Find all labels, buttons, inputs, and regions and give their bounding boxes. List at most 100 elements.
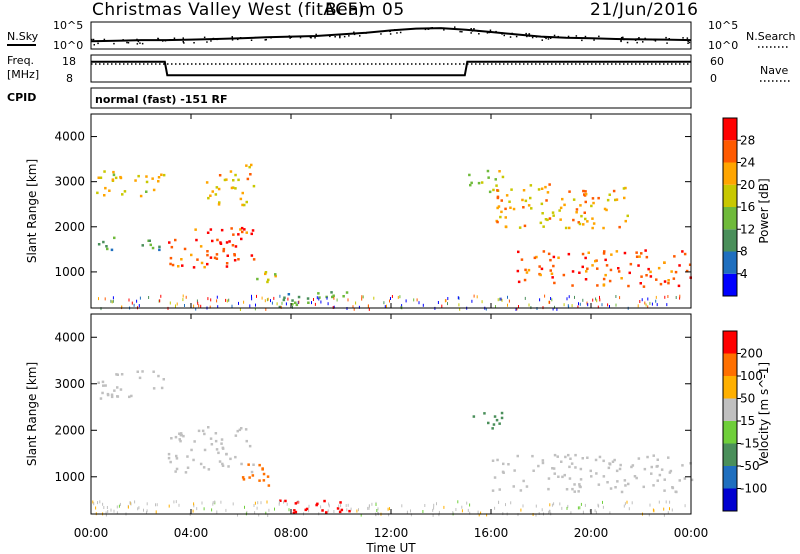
- velocity-cell: [507, 463, 510, 466]
- velocity-cell: [401, 504, 403, 508]
- velocity-cell: [256, 506, 258, 510]
- nsky-label: N.Sky: [7, 30, 39, 43]
- nsky-point: [431, 27, 433, 29]
- power-cell: [504, 225, 508, 228]
- velocity-colorbar-tick-label: -100: [740, 482, 767, 496]
- velocity-cell: [232, 502, 234, 506]
- velocity-cell: [613, 458, 616, 462]
- power-cell: [677, 284, 681, 288]
- power-cell: [203, 265, 206, 269]
- velocity-cell: [568, 477, 572, 480]
- velocity-cell: [433, 503, 435, 507]
- power-cell: [352, 305, 354, 309]
- power-cell: [647, 297, 649, 301]
- power-cell: [628, 271, 631, 275]
- nsky-point: [162, 40, 164, 42]
- power-cell: [629, 262, 633, 266]
- velocity-cell: [138, 506, 140, 510]
- nsky-point: [509, 36, 512, 38]
- power-cell: [197, 301, 199, 305]
- time-x-axis: 00:00 04:00 08:00 12:00 16:00 20:00 00:00: [74, 114, 708, 540]
- nsky-point: [173, 37, 176, 39]
- power-cell: [225, 262, 229, 265]
- velocity-cell: [432, 513, 434, 517]
- velocity-cell: [102, 502, 104, 506]
- power-cell: [649, 270, 652, 274]
- power-cell: [645, 255, 649, 259]
- power-cell: [496, 206, 499, 210]
- velocity-cell: [602, 459, 605, 463]
- nsky-point: [459, 30, 461, 33]
- power-cell: [243, 203, 246, 207]
- velocity-cell: [602, 475, 606, 478]
- power-cell: [635, 255, 639, 258]
- velocity-cell: [565, 488, 569, 491]
- nsky-point: [653, 39, 655, 41]
- power-cell: [469, 183, 472, 187]
- power-cell: [459, 307, 461, 311]
- velocity-cell: [658, 473, 662, 477]
- velocity-cell: [155, 510, 157, 514]
- power-cell: [206, 253, 209, 257]
- power-cell: [481, 300, 483, 304]
- velocity-cell: [667, 511, 669, 515]
- velocity-cell: [461, 505, 463, 509]
- power-cell: [645, 274, 648, 277]
- velocity-y-axis: 1000 2000 3000 4000: [54, 330, 691, 484]
- power-cell: [336, 298, 338, 302]
- power-cell: [651, 302, 653, 306]
- power-cell: [552, 214, 555, 217]
- velocity-cell: [146, 509, 148, 513]
- velocity-cell: [101, 391, 104, 395]
- power-cell: [551, 298, 553, 302]
- power-cell: [639, 300, 641, 303]
- power-cell: [603, 250, 606, 253]
- velocity-cell: [498, 488, 501, 491]
- power-cell: [551, 276, 554, 279]
- velocity-cell: [266, 500, 268, 504]
- power-cell: [320, 300, 322, 304]
- nsky-point: [290, 36, 292, 38]
- nsky-point: [424, 28, 427, 31]
- velocity-cell: [214, 500, 216, 504]
- power-cell: [254, 307, 256, 311]
- power-cell: [361, 295, 363, 299]
- velocity-cell: [432, 508, 434, 512]
- nsky-point: [637, 38, 639, 40]
- power-colorbar-swatch: [723, 118, 737, 141]
- velocity-cell: [669, 500, 671, 504]
- velocity-cell: [493, 415, 497, 418]
- velocity-cell: [207, 468, 211, 471]
- power-cell: [659, 282, 663, 286]
- nsky-point: [237, 38, 239, 41]
- power-cell: [510, 188, 513, 191]
- nsky-scatter: [91, 26, 691, 46]
- power-cell: [508, 200, 511, 203]
- power-cell: [390, 297, 391, 300]
- nsky-point: [270, 37, 272, 39]
- velocity-cell: [106, 393, 110, 397]
- power-cell: [285, 302, 287, 306]
- velocity-cell: [99, 500, 101, 504]
- power-cell: [447, 302, 448, 306]
- velocity-cell: [119, 502, 121, 506]
- power-cell: [280, 305, 282, 309]
- power-y-axis: 1000 2000 3000 4000: [54, 130, 691, 279]
- velocity-cell: [327, 509, 329, 513]
- power-cell: [568, 190, 571, 193]
- power-cell: [596, 284, 599, 287]
- power-cell: [494, 178, 497, 181]
- velocity-cell: [563, 473, 566, 477]
- velocity-colorbar-swatch: [723, 376, 737, 399]
- velocity-cell: [214, 432, 218, 435]
- velocity-cell: [203, 432, 206, 436]
- velocity-cell: [237, 513, 238, 517]
- nsky-point: [478, 33, 480, 35]
- power-cell: [239, 228, 242, 231]
- velocity-cell: [333, 510, 335, 513]
- power-cell: [626, 214, 629, 218]
- velocity-cell: [568, 465, 571, 469]
- power-cell: [666, 303, 668, 307]
- velocity-cell: [167, 456, 171, 460]
- velocity-cell: [493, 476, 497, 479]
